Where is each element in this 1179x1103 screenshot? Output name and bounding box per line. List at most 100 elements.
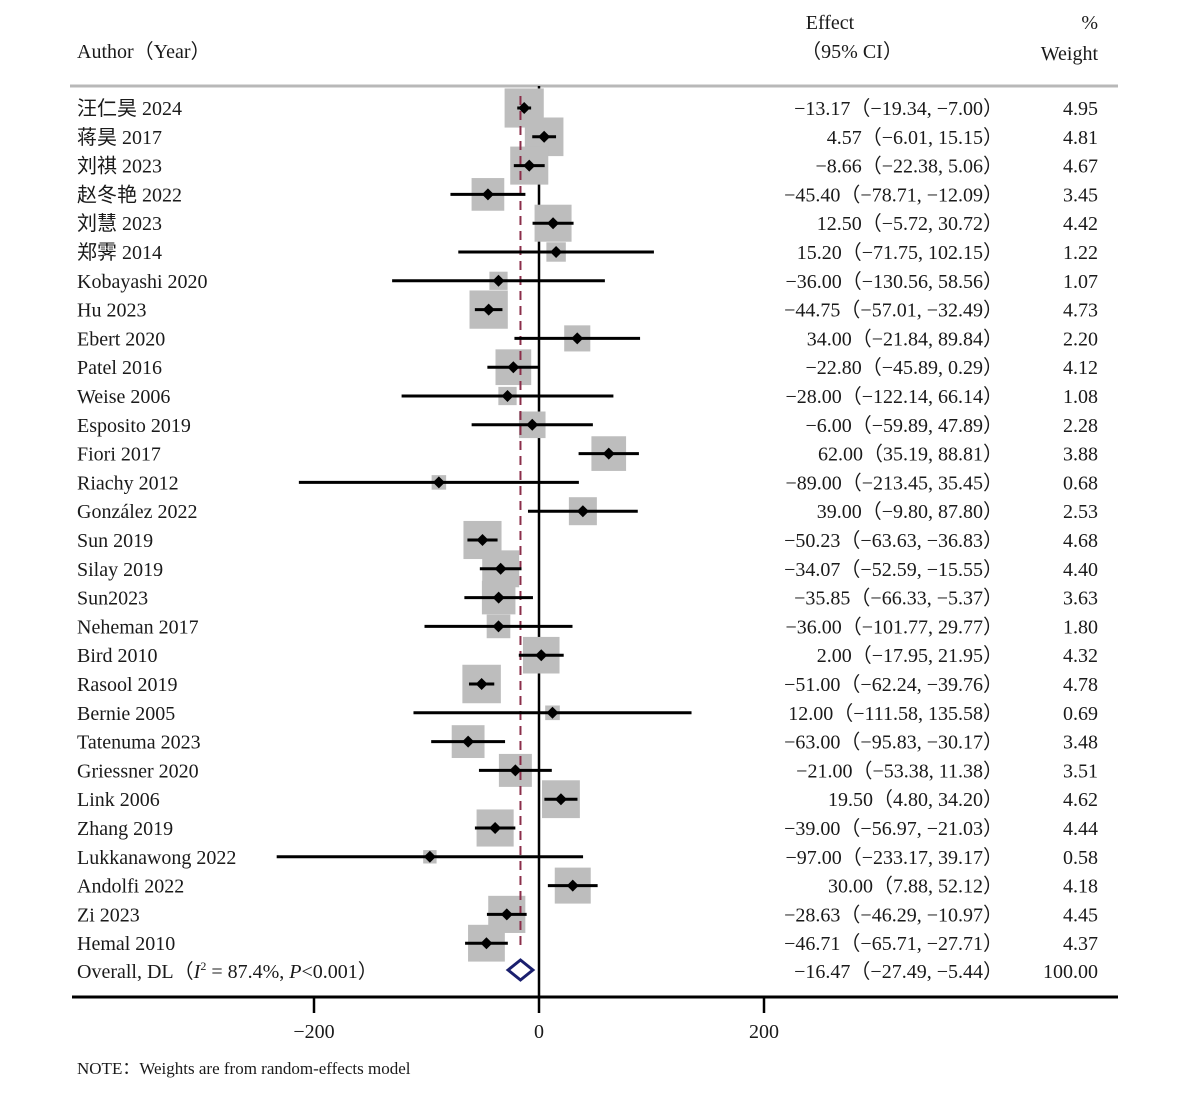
study-weight-text: 4.67	[1063, 156, 1098, 178]
point-estimate	[547, 217, 560, 230]
header-ci: （95% CI）	[801, 40, 903, 63]
study-effect-text: −63.00（−95.83, −30.17）	[784, 731, 1003, 754]
study-effect-text: 34.00（−21.84, 89.84）	[807, 327, 1003, 350]
study-weight-text: 0.69	[1063, 703, 1098, 725]
point-estimate	[492, 274, 505, 287]
study-weight-text: 4.37	[1063, 933, 1098, 955]
study-label: Lukkanawong 2022	[77, 847, 236, 869]
study-weight-text: 4.78	[1063, 674, 1098, 696]
plot-marks	[276, 86, 692, 997]
point-estimate	[566, 879, 579, 892]
study-weight-text: 0.58	[1063, 847, 1098, 869]
point-estimate	[500, 908, 513, 921]
study-label: Zhang 2019	[77, 818, 173, 840]
point-estimate	[481, 188, 494, 201]
study-effect-text: 19.50（4.80, 34.20）	[828, 788, 1003, 811]
study-weight-text: 2.28	[1063, 415, 1098, 437]
study-label: Ebert 2020	[77, 328, 165, 350]
x-axis: −200 0 200	[293, 997, 779, 1043]
header-study: Author（Year）	[77, 40, 211, 63]
point-estimate	[554, 793, 567, 806]
study-label: Griessner 2020	[77, 760, 199, 782]
study-effect-text: −6.00（−59.89, 47.89）	[805, 414, 1003, 437]
point-estimate	[509, 764, 522, 777]
study-label: González 2022	[77, 501, 198, 523]
study-label: Bernie 2005	[77, 703, 175, 725]
study-label: Neheman 2017	[77, 616, 199, 638]
study-weight-text: 4.42	[1063, 213, 1098, 235]
overall-row: Overall, DL（I2 = 87.4%, P<0.001） −16.47（…	[77, 959, 1098, 983]
point-estimate	[526, 418, 539, 431]
point-estimate	[576, 505, 589, 518]
study-weight-text: 1.22	[1063, 242, 1098, 264]
study-effect-text: −36.00（−130.56, 58.56）	[785, 270, 1003, 293]
point-estimate	[501, 390, 514, 402]
study-weight-text: 1.07	[1063, 271, 1098, 293]
point-estimate	[518, 102, 531, 114]
study-weight-text: 3.51	[1063, 760, 1098, 782]
point-estimate	[492, 591, 505, 604]
point-estimate	[535, 649, 548, 662]
point-estimate	[546, 706, 559, 719]
study-label: Bird 2010	[77, 645, 158, 667]
overall-weight-text: 100.00	[1043, 961, 1098, 983]
study-effect-text: −39.00（−56.97, −21.03）	[784, 817, 1003, 840]
study-weight-text: 4.68	[1063, 530, 1098, 552]
study-label: Tatenuma 2023	[77, 732, 201, 754]
study-label: 郑霁 2014	[77, 241, 162, 264]
study-effect-text: 2.00（−17.95, 21.95）	[817, 644, 1003, 667]
study-effect-text: −35.85（−66.33, −5.37）	[794, 587, 1003, 610]
study-effect-text: 4.57（−6.01, 15.15）	[827, 126, 1003, 149]
study-label: 刘慧 2023	[77, 212, 162, 235]
study-effect-text: −46.71（−65.71, −27.71）	[784, 932, 1003, 955]
study-label: 汪仁昊 2024	[77, 97, 182, 120]
study-label: Weise 2006	[77, 386, 170, 408]
study-weight-text: 3.45	[1063, 184, 1098, 206]
study-weight-text: 2.53	[1063, 501, 1098, 523]
study-effect-text: −97.00（−233.17, 39.17）	[785, 846, 1003, 869]
study-label: 赵冬艳 2022	[77, 183, 182, 206]
study-effect-text: −89.00（−213.45, 35.45）	[785, 471, 1003, 494]
study-label: Patel 2016	[77, 357, 162, 379]
study-label: Kobayashi 2020	[77, 271, 208, 293]
study-weight-text: 4.45	[1063, 904, 1098, 926]
study-weight-text: 0.68	[1063, 472, 1098, 494]
study-weight-text: 3.88	[1063, 444, 1098, 466]
study-weight-text: 4.62	[1063, 789, 1098, 811]
study-label: Zi 2023	[77, 904, 140, 926]
study-weight-text: 3.48	[1063, 732, 1098, 754]
study-effect-text: 12.00（−111.58, 135.58）	[788, 702, 1003, 725]
header-effect: Effect	[806, 12, 855, 34]
study-label: Fiori 2017	[77, 444, 161, 466]
study-weight-text: 4.44	[1063, 818, 1098, 840]
study-effect-text: 12.50（−5.72, 30.72）	[817, 212, 1003, 235]
study-effect-text: −28.00（−122.14, 66.14）	[785, 385, 1003, 408]
header-weight-pct: %	[1081, 12, 1098, 34]
study-label: Rasool 2019	[77, 674, 178, 696]
study-label: Esposito 2019	[77, 415, 191, 437]
x-tick-label: −200	[293, 1021, 334, 1043]
study-label: 蒋昊 2017	[77, 126, 162, 149]
study-weight-text: 4.81	[1063, 127, 1098, 149]
point-estimate	[523, 159, 536, 172]
ci-lines	[276, 102, 692, 950]
point-estimate	[476, 534, 489, 546]
study-weight-text: 4.32	[1063, 645, 1098, 667]
study-weight-text: 1.80	[1063, 616, 1098, 638]
point-estimate	[482, 303, 495, 316]
study-effect-text: −44.75（−57.01, −32.49）	[784, 299, 1003, 322]
study-effect-text: 39.00（−9.80, 87.80）	[817, 500, 1003, 523]
footnote: NOTE：Weights are from random-effects mod…	[77, 1059, 411, 1078]
overall-label: Overall, DL（I2 = 87.4%, P<0.001）	[77, 959, 378, 983]
study-label: 刘祺 2023	[77, 155, 162, 178]
study-weight-text: 2.20	[1063, 328, 1098, 350]
study-effect-text: −28.63（−46.29, −10.97）	[784, 903, 1003, 926]
study-label: Riachy 2012	[77, 472, 179, 494]
study-weight-text: 4.12	[1063, 357, 1098, 379]
study-label: Andolfi 2022	[77, 876, 184, 898]
study-label: Hu 2023	[77, 300, 146, 322]
study-effect-text: −22.80（−45.89, 0.29）	[805, 356, 1003, 379]
study-label: Sun2023	[77, 588, 148, 610]
point-estimate	[550, 246, 563, 258]
